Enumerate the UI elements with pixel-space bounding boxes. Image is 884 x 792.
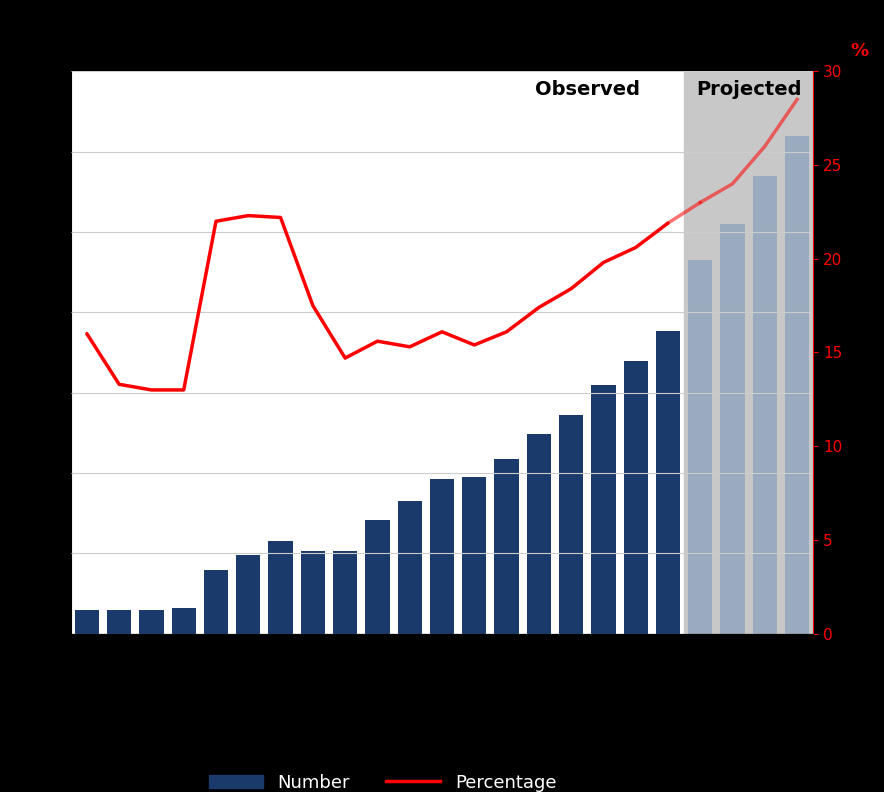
Bar bbox=[430, 479, 454, 634]
Bar bbox=[269, 541, 293, 634]
Text: Projected: Projected bbox=[696, 80, 802, 99]
Bar bbox=[591, 385, 615, 634]
Text: millions: millions bbox=[71, 29, 135, 48]
Bar bbox=[559, 415, 583, 634]
Legend: Number, Percentage: Number, Percentage bbox=[202, 767, 563, 792]
Text: Observed: Observed bbox=[535, 80, 640, 99]
Bar bbox=[204, 569, 228, 634]
Bar bbox=[107, 611, 131, 634]
Bar bbox=[365, 520, 390, 634]
Bar bbox=[656, 331, 680, 634]
Bar bbox=[140, 610, 164, 634]
Bar bbox=[398, 501, 422, 634]
Bar bbox=[171, 608, 196, 634]
Bar bbox=[720, 224, 744, 634]
Bar bbox=[623, 361, 648, 634]
Bar bbox=[494, 459, 519, 634]
Bar bbox=[333, 551, 357, 634]
X-axis label: Census year: Census year bbox=[391, 693, 493, 711]
Bar bbox=[236, 555, 261, 634]
Bar bbox=[684, 71, 813, 634]
Bar bbox=[527, 434, 551, 634]
Bar bbox=[75, 610, 99, 634]
Bar bbox=[753, 176, 777, 634]
Text: %: % bbox=[850, 42, 869, 60]
Bar bbox=[462, 477, 486, 634]
Bar bbox=[301, 551, 325, 634]
Bar bbox=[688, 260, 713, 634]
Bar bbox=[785, 135, 809, 634]
